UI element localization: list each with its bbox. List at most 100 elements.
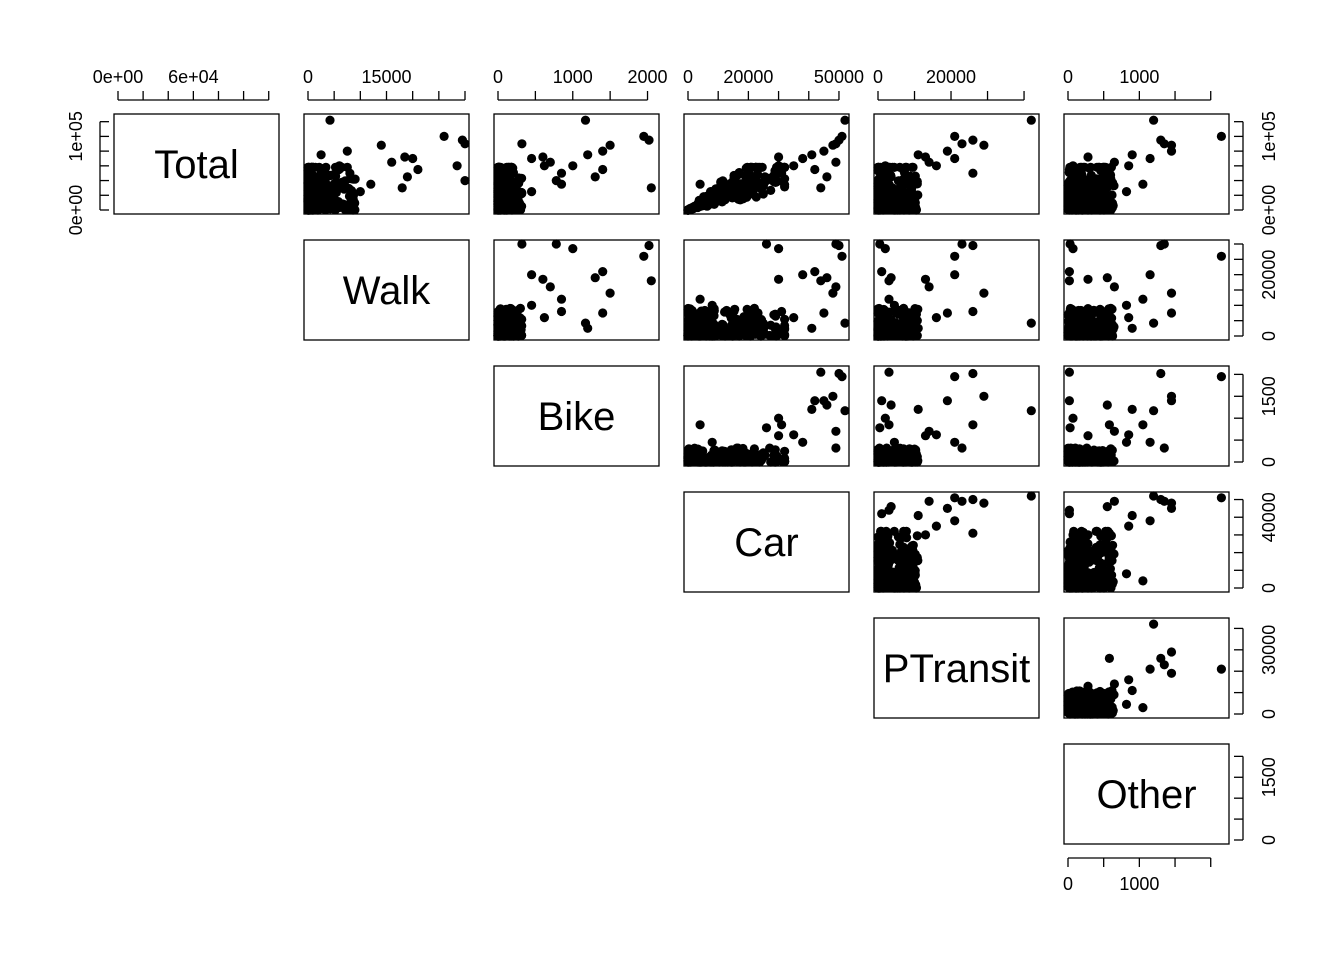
data-point bbox=[1063, 691, 1073, 701]
data-point bbox=[1106, 544, 1116, 554]
variable-label: Other bbox=[1096, 773, 1196, 817]
data-point bbox=[501, 174, 512, 184]
data-point bbox=[1076, 534, 1086, 545]
data-point bbox=[889, 300, 900, 310]
data-point bbox=[913, 304, 923, 314]
panel-car-car: Car bbox=[683, 491, 850, 593]
tick-label: 40000 bbox=[1259, 492, 1279, 542]
data-point bbox=[1093, 549, 1104, 559]
data-point bbox=[1076, 581, 1086, 591]
data-point bbox=[345, 168, 355, 178]
data-point bbox=[583, 150, 593, 160]
data-point bbox=[950, 493, 960, 503]
data-point bbox=[646, 183, 656, 193]
data-point bbox=[556, 168, 567, 178]
data-point bbox=[1082, 331, 1093, 341]
tick-label: 0 bbox=[1259, 709, 1279, 719]
data-point bbox=[889, 437, 900, 447]
data-point bbox=[741, 163, 751, 173]
data-point bbox=[1072, 688, 1082, 698]
tick-label: 0 bbox=[1259, 835, 1279, 845]
data-point bbox=[644, 135, 654, 145]
data-point bbox=[968, 240, 978, 251]
data-point bbox=[979, 498, 989, 508]
data-point bbox=[1083, 274, 1093, 284]
data-point bbox=[1075, 162, 1085, 172]
data-point bbox=[882, 331, 892, 341]
data-point bbox=[1065, 580, 1075, 591]
tick-label: 15000 bbox=[361, 67, 411, 87]
panel-frame bbox=[493, 365, 660, 467]
data-point bbox=[899, 174, 909, 184]
data-point bbox=[968, 494, 978, 505]
data-point bbox=[397, 183, 407, 193]
bottom-axis-other: 0 1000 bbox=[1063, 857, 1212, 894]
data-point bbox=[321, 185, 331, 195]
data-point bbox=[882, 451, 892, 461]
data-point bbox=[828, 140, 838, 150]
panel-ptransit-other bbox=[1063, 617, 1230, 719]
data-point bbox=[1104, 420, 1114, 430]
data-point bbox=[1063, 197, 1073, 208]
data-point bbox=[950, 270, 960, 280]
data-point bbox=[920, 530, 931, 540]
tick-label: 1000 bbox=[1119, 67, 1159, 87]
data-point bbox=[906, 184, 917, 194]
tick-label: 30000 bbox=[1259, 625, 1279, 675]
data-point bbox=[780, 323, 790, 333]
data-point bbox=[1127, 685, 1137, 696]
data-point bbox=[968, 168, 978, 178]
data-point bbox=[1138, 420, 1148, 430]
data-point bbox=[897, 184, 907, 194]
data-point bbox=[837, 251, 847, 261]
data-point bbox=[904, 456, 914, 466]
data-point bbox=[402, 172, 412, 182]
data-point bbox=[729, 452, 739, 462]
panel-bike-bike: Bike bbox=[493, 365, 660, 467]
tick-label: 1500 bbox=[1259, 757, 1279, 797]
variable-label: Walk bbox=[343, 269, 431, 313]
tick-label: 0e+00 bbox=[1259, 185, 1279, 236]
data-point bbox=[517, 139, 527, 149]
data-point bbox=[877, 164, 887, 175]
panel-total-other bbox=[1063, 113, 1230, 215]
data-point bbox=[709, 311, 719, 321]
data-point bbox=[568, 244, 578, 254]
data-point bbox=[957, 139, 967, 149]
data-point bbox=[810, 267, 820, 277]
data-point bbox=[687, 305, 697, 316]
data-point bbox=[408, 153, 418, 164]
data-point bbox=[1138, 703, 1148, 713]
data-point bbox=[950, 372, 960, 382]
data-point bbox=[807, 404, 817, 414]
right-axis-other: 0 1500 bbox=[1234, 755, 1279, 845]
data-point bbox=[913, 510, 923, 521]
data-point bbox=[687, 204, 697, 214]
panel-bike-car bbox=[683, 365, 850, 467]
right-axis-total: 0e+00 1e+05 bbox=[1234, 111, 1279, 235]
data-point bbox=[789, 313, 799, 323]
tick-label: 6e+04 bbox=[168, 67, 219, 87]
data-point bbox=[819, 308, 829, 318]
data-point bbox=[1124, 161, 1134, 171]
data-point bbox=[1063, 456, 1073, 466]
data-point bbox=[894, 328, 905, 338]
tick-label: 1e+05 bbox=[1259, 111, 1279, 162]
data-point bbox=[707, 300, 717, 310]
data-point bbox=[639, 251, 649, 261]
data-point bbox=[503, 162, 514, 172]
data-point bbox=[899, 444, 909, 454]
data-point bbox=[1076, 185, 1086, 195]
data-point bbox=[886, 502, 896, 512]
data-point bbox=[539, 161, 550, 171]
data-point bbox=[772, 331, 782, 341]
data-point bbox=[516, 187, 526, 197]
data-point bbox=[950, 437, 960, 447]
data-point bbox=[400, 152, 410, 162]
data-point bbox=[886, 546, 896, 556]
right-axis-walk: 0 20000 bbox=[1234, 243, 1279, 341]
data-point bbox=[339, 184, 349, 194]
data-point bbox=[735, 316, 745, 326]
data-point bbox=[308, 194, 318, 204]
data-point bbox=[1089, 305, 1099, 315]
